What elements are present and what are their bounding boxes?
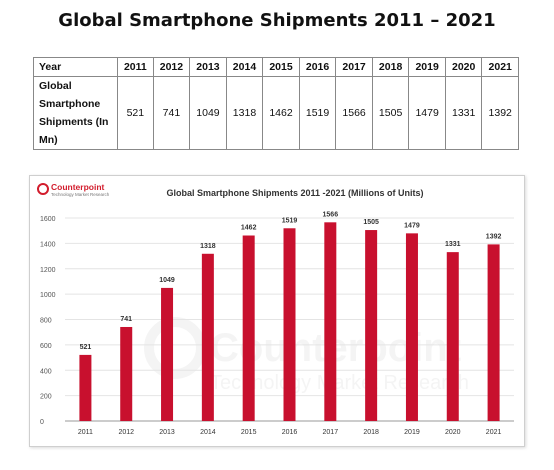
table-value-cell: 521: [117, 76, 154, 150]
x-tick-label: 2019: [404, 429, 420, 436]
y-tick-label: 800: [40, 318, 52, 325]
table-value-cell: 1479: [408, 76, 446, 150]
logo-name: Counterpoint: [51, 182, 105, 192]
watermark: Counterpoint Technology Market Research: [144, 317, 469, 394]
table-row-label: Global Smartphone Shipments (In Mn): [33, 76, 118, 150]
bar: [365, 230, 378, 421]
page-title: Global Smartphone Shipments 2011 – 2021: [58, 10, 496, 31]
table-year-cell: 2012: [152, 57, 191, 77]
counterpoint-logo-icon: [37, 183, 49, 195]
y-tick-label: 0: [40, 419, 44, 426]
table-year-cell: 2019: [408, 57, 446, 77]
data-label: 1392: [486, 233, 502, 240]
y-tick-label: 600: [40, 343, 52, 350]
table-value-cell: 1505: [371, 76, 410, 150]
bar: [283, 228, 296, 421]
x-tick-label: 2013: [159, 429, 175, 436]
table-year-cell: 2016: [298, 57, 337, 77]
table-year-cell: 2015: [262, 57, 300, 77]
data-label: 741: [120, 316, 132, 323]
bar: [201, 253, 214, 421]
table-year-cell: 2018: [371, 57, 410, 77]
table-data-row: Global Smartphone Shipments (In Mn) 521 …: [33, 76, 519, 150]
table-year-cell: 2021: [481, 57, 519, 77]
bar: [161, 287, 174, 421]
table-year-cell: 2014: [225, 57, 264, 77]
bar-chart: Counterpoint Technology Market Research …: [40, 188, 514, 436]
data-table: Year 2011 2012 2013 2014 2015 2016 2017 …: [33, 57, 519, 150]
y-tick-label: 1200: [40, 267, 56, 274]
x-tick-label: 2016: [282, 429, 298, 436]
data-label: 1519: [282, 217, 298, 224]
bar: [79, 354, 92, 421]
bar: [242, 235, 255, 421]
bar: [446, 252, 459, 421]
x-tick-label: 2021: [486, 429, 502, 436]
table-year-cell: 2013: [189, 57, 227, 77]
bar: [120, 326, 133, 421]
table-value-cell: 1331: [444, 76, 483, 150]
table-value-cell: 741: [152, 76, 191, 150]
data-label: 1505: [363, 219, 379, 226]
data-label: 1479: [404, 222, 420, 229]
bar: [405, 233, 418, 421]
table-value-cell: 1462: [262, 76, 300, 150]
table-year-cell: 2020: [444, 57, 483, 77]
grid-layer: 0 200 400 600 800 1000 1200 1400 1600: [40, 216, 514, 426]
y-tick-label: 1000: [40, 292, 56, 299]
chart-panel: Counterpoint Technology Market Research …: [29, 175, 525, 447]
x-tick-label: 2011: [78, 429, 93, 436]
table-value-cell: 1519: [298, 76, 337, 150]
bar: [487, 244, 500, 421]
x-tick-label: 2012: [118, 429, 134, 436]
x-tick-label: 2017: [323, 429, 339, 436]
y-tick-label: 1600: [40, 216, 56, 223]
x-tick-label: 2015: [241, 429, 257, 436]
data-label: 1049: [159, 277, 175, 284]
table-value-cell: 1318: [225, 76, 264, 150]
data-label: 521: [80, 344, 92, 351]
table-value-cell: 1566: [335, 76, 373, 150]
y-tick-label: 1400: [40, 241, 56, 248]
table-value-cell: 1392: [481, 76, 519, 150]
table-year-cell: 2011: [117, 57, 154, 77]
table-header-year-label: Year: [33, 57, 118, 77]
data-label: 1318: [200, 243, 216, 250]
logo-tagline: Technology Market Research: [51, 192, 110, 197]
watermark-tagline: Technology Market Research: [210, 372, 469, 394]
data-label: 1462: [241, 225, 257, 232]
x-tick-label: 2020: [445, 429, 461, 436]
y-tick-label: 400: [40, 368, 52, 375]
x-tick-label: 2014: [200, 429, 216, 436]
table-header-row: Year 2011 2012 2013 2014 2015 2016 2017 …: [33, 57, 519, 77]
table-year-cell: 2017: [335, 57, 373, 77]
bars-layer: 521 2011 741 2012 1049 2013 1318 2014 1462 2015 15…: [78, 211, 502, 436]
data-label: 1331: [445, 241, 461, 248]
watermark-logo-icon: [144, 317, 206, 379]
x-tick-label: 2018: [363, 429, 379, 436]
chart-title: Global Smartphone Shipments 2011 -2021 (…: [166, 188, 423, 198]
y-tick-label: 200: [40, 394, 52, 401]
data-label: 1566: [323, 211, 339, 218]
bar: [324, 222, 337, 421]
table-value-cell: 1049: [189, 76, 227, 150]
